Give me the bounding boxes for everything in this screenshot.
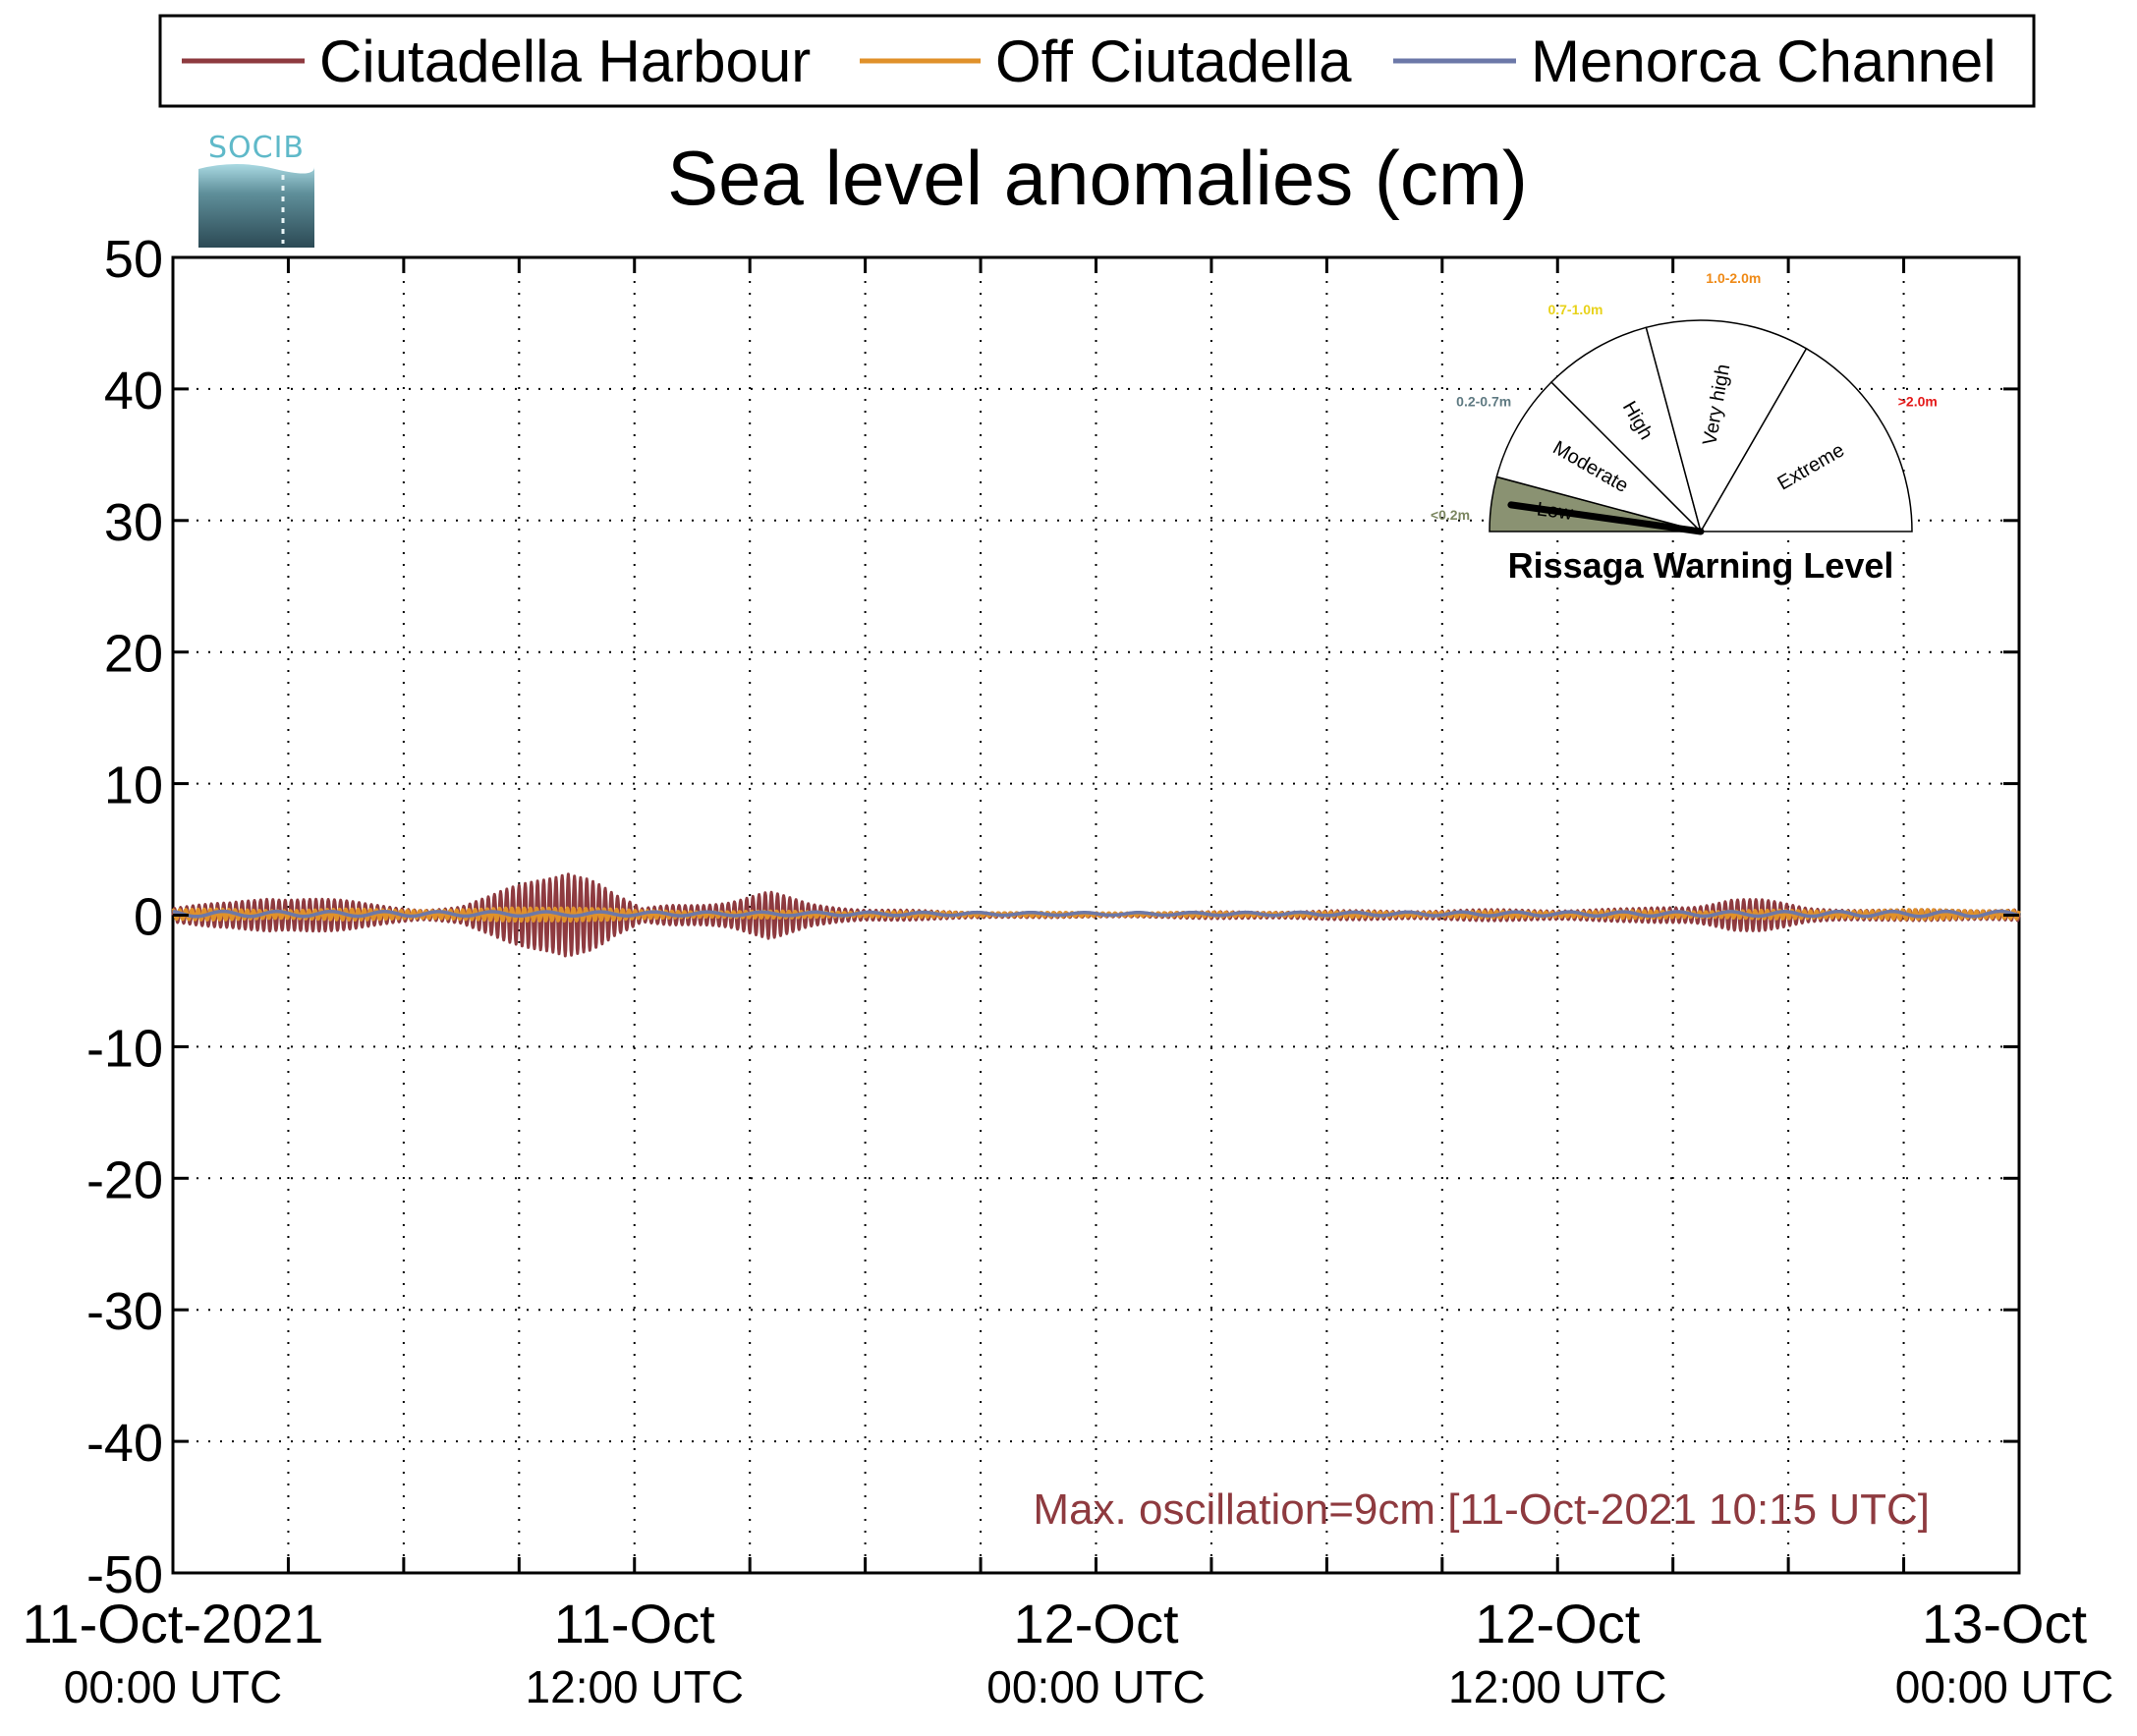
x-tick-label-time: 12:00 UTC [1448, 1661, 1666, 1712]
legend-label-menorca-channel: Menorca Channel [1531, 28, 1996, 94]
y-tick-label: -30 [86, 1282, 163, 1341]
gauge-sector-moderate [1495, 380, 1704, 533]
x-tick-label-date: 11-Oct [554, 1593, 715, 1654]
y-tick-label: 10 [104, 756, 163, 815]
logo-text: SOCIB [208, 131, 305, 165]
gauge-range-moderate: 0.2-0.7m [1456, 394, 1511, 410]
gauge-range-low: <0.2m [1431, 507, 1470, 523]
series-layer [171, 872, 2021, 958]
x-tick-label-time: 12:00 UTC [526, 1661, 744, 1712]
y-tick-label: 0 [134, 888, 163, 947]
gauge-sector-extreme [1699, 347, 1913, 532]
gauge-sector-high [1549, 326, 1703, 534]
chart-title: Sea level anomalies (cm) [667, 135, 1528, 221]
legend-label-ciutadella-harbour: Ciutadella Harbour [319, 28, 811, 94]
gauge-range-high: 0.7-1.0m [1547, 302, 1603, 317]
y-tick-label: -20 [86, 1150, 163, 1209]
gauge-needle [1507, 501, 1705, 535]
legend: Ciutadella Harbour Off Ciutadella Menorc… [158, 14, 2036, 108]
y-tick-label: 40 [104, 362, 163, 420]
gauge-range-extreme: >2.0m [1898, 394, 1938, 410]
gauge-sector-very-high [1645, 319, 1808, 533]
legend-label-off-ciutadella: Off Ciutadella [995, 28, 1352, 94]
max-oscillation-annotation: Max. oscillation=9cm [11-Oct-2021 10:15 … [1033, 1485, 1930, 1534]
y-axis: 50 40 30 20 10 0 -10 -20 -30 -40 -50 [86, 230, 2019, 1604]
series-line-menorca-channel [171, 909, 2021, 919]
plot-area: 50 40 30 20 10 0 -10 -20 -30 -40 -50 11-Oct-2021 00… [22, 230, 2113, 1712]
x-tick-label-date: 12-Oct [1013, 1593, 1178, 1654]
y-tick-label: -50 [86, 1545, 163, 1604]
y-tick-label: 20 [104, 625, 163, 684]
x-axis: 11-Oct-2021 00:00 UTC 11-Oct 12:00 UTC 12-Oc… [22, 257, 2113, 1712]
y-tick-label: -10 [86, 1019, 163, 1078]
gauge-range-very-high: 1.0-2.0m [1706, 270, 1761, 286]
legend-box [158, 14, 2036, 108]
y-tick-label: 30 [104, 493, 163, 552]
y-tick-label: -40 [86, 1414, 163, 1473]
x-tick-label-date: 13-Oct [1922, 1593, 2087, 1654]
socib-logo: SOCIB [198, 131, 314, 248]
rissaga-warning-gauge: Rissaga Warning Level Low<0.2mModerate0.… [1431, 270, 1938, 586]
y-tick-label: 50 [104, 230, 163, 289]
x-tick-label-time: 00:00 UTC [64, 1661, 282, 1712]
x-tick-label-time: 00:00 UTC [986, 1661, 1205, 1712]
x-tick-label-date: 12-Oct [1475, 1593, 1640, 1654]
x-tick-label-time: 00:00 UTC [1895, 1661, 2113, 1712]
gauge-title: Rissaga Warning Level [1508, 545, 1894, 586]
x-tick-label-date: 11-Oct-2021 [22, 1593, 323, 1654]
